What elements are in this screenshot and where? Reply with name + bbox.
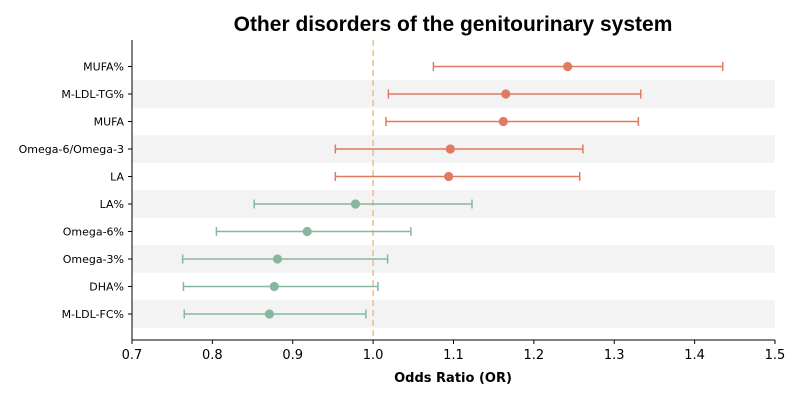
y-tick-label: M-LDL-TG% xyxy=(61,88,124,101)
y-tick-label: MUFA% xyxy=(83,61,124,74)
or-point xyxy=(445,144,455,154)
y-tick-label: LA% xyxy=(100,198,124,211)
x-tick-label: 0.8 xyxy=(202,348,223,363)
x-tick-label: 1.0 xyxy=(363,348,384,363)
or-point xyxy=(272,254,283,264)
x-tick-label: 0.9 xyxy=(282,348,303,363)
y-tick-label: MUFA xyxy=(94,116,125,129)
or-point xyxy=(563,61,573,72)
x-tick-label: 1.3 xyxy=(604,348,625,363)
x-tick-label: 1.1 xyxy=(443,348,464,363)
chart-title: Other disorders of the genitourinary sys… xyxy=(234,13,673,36)
x-axis-label: Odds Ratio (OR) xyxy=(394,371,512,386)
or-point xyxy=(444,171,454,182)
or-point xyxy=(269,281,279,292)
y-tick-label: LA xyxy=(110,171,124,184)
y-tick-label: DHA% xyxy=(89,281,124,294)
x-tick-label: 1.4 xyxy=(684,348,705,363)
y-tick-label: Omega-6/Omega-3 xyxy=(19,143,124,156)
or-point xyxy=(498,116,508,127)
x-tick-label: 1.2 xyxy=(524,348,545,363)
or-point xyxy=(264,309,275,319)
data-marks xyxy=(181,61,724,319)
or-point xyxy=(501,89,511,99)
or-point xyxy=(350,199,361,209)
or-point xyxy=(302,226,312,237)
y-tick-label: Omega-6% xyxy=(63,226,124,239)
x-tick-label: 1.5 xyxy=(765,348,786,363)
x-tick-label: 0.7 xyxy=(122,348,143,363)
axes: MUFA% M-LDL-TG% MUFA Omega-6/Omega-3 LA LA% Om… xyxy=(19,40,786,363)
y-tick-label: M-LDL-FC% xyxy=(62,308,124,321)
y-tick-label: Omega-3% xyxy=(63,253,124,266)
